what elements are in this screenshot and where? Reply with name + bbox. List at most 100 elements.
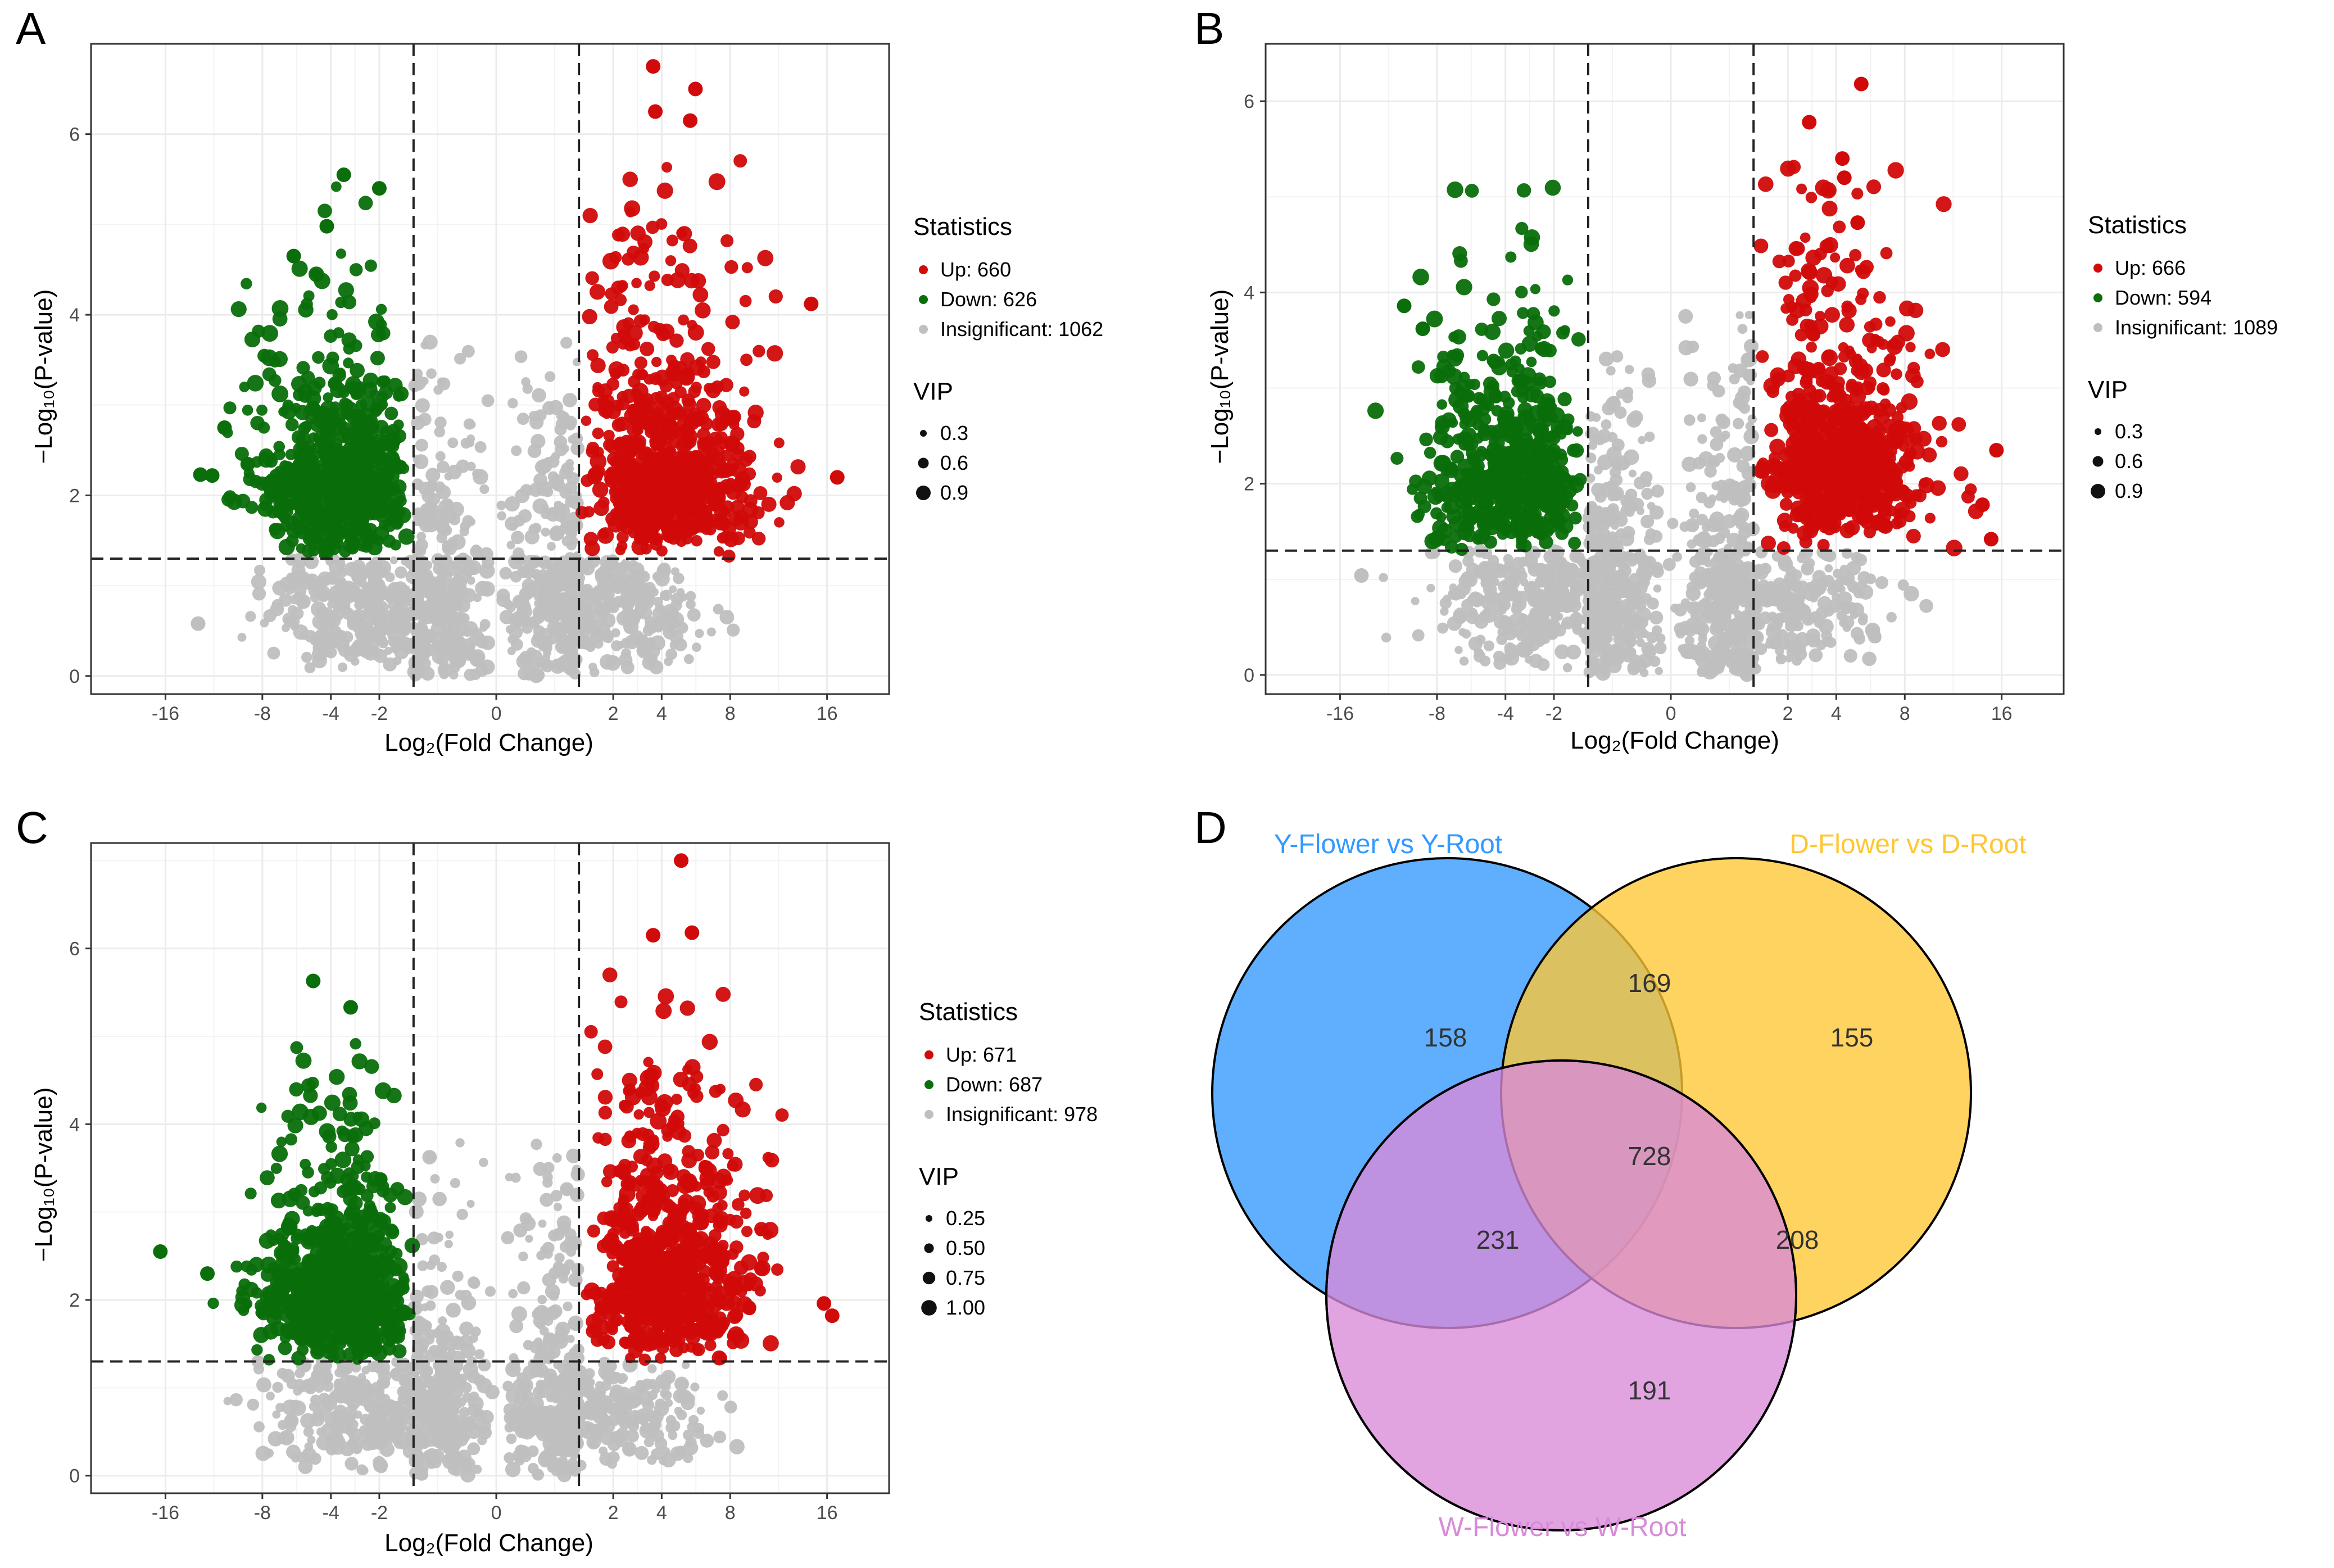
point-up [1776,513,1793,529]
point-down [240,456,255,472]
point-insignificant [1506,590,1515,600]
point-down [1465,184,1479,198]
point-insignificant [479,623,488,632]
legend-vip-label: 0.3 [2115,420,2143,443]
point-down [1502,397,1515,409]
point-up [730,427,745,441]
point-down [300,484,317,501]
point-insignificant [1480,655,1491,667]
point-up [1905,434,1918,447]
point-insignificant [282,613,296,626]
x-tick-label: -4 [323,703,339,724]
point-insignificant [461,345,475,358]
point-insignificant [511,531,524,545]
legend-vip-title: VIP [913,378,953,405]
point-insignificant [1621,525,1635,540]
point-up [1788,523,1799,534]
point-down [1530,284,1540,294]
point-insignificant [1593,560,1608,575]
point-insignificant [1475,635,1486,645]
point-insignificant [586,642,596,652]
point-insignificant [371,578,386,592]
point-up [695,454,708,468]
point-insignificant [252,587,266,601]
point-up [1871,514,1886,528]
point-insignificant [329,586,341,597]
point-down [1441,502,1452,513]
point-insignificant [1710,646,1725,661]
point-up [1787,160,1801,174]
point-up [656,182,673,199]
point-up [726,409,741,425]
point-up [1789,269,1802,282]
point-insignificant [438,499,453,514]
point-down [338,422,352,436]
point-insignificant [507,398,518,409]
y-axis-title-a: −Log₁₀(P-value) [30,289,57,464]
point-up [1802,523,1819,539]
point-insignificant [592,585,607,600]
point-down [314,504,325,515]
point-insignificant [532,388,546,403]
point-up [1836,457,1849,471]
point-up [695,356,706,368]
point-down [296,543,307,554]
point-insignificant [420,667,435,681]
point-up [1887,338,1899,350]
point-down [1483,400,1495,411]
point-insignificant [1641,487,1653,500]
point-up [695,302,711,319]
point-down [393,419,404,430]
point-up [725,314,740,329]
point-insignificant [443,647,457,660]
point-up [649,270,660,282]
point-insignificant [561,583,571,592]
point-insignificant [373,631,386,644]
point-insignificant [1678,620,1693,636]
point-insignificant [570,441,585,456]
point-insignificant [1543,573,1556,587]
point-insignificant [1697,434,1707,444]
point-insignificant [1785,623,1794,632]
point-insignificant [1710,426,1722,438]
point-up [687,320,697,330]
point-insignificant [1712,662,1725,674]
point-up [1836,389,1847,401]
point-down [368,506,382,520]
point-down [261,349,278,366]
point-insignificant [1643,479,1652,487]
point-insignificant [511,445,522,456]
point-insignificant [1554,583,1568,597]
point-up [1873,291,1886,304]
point-up [1761,536,1776,551]
point-up [1924,513,1936,524]
point-insignificant [1743,339,1759,354]
point-insignificant [541,574,554,588]
point-insignificant [439,662,448,672]
point-insignificant [1548,599,1562,614]
legend-vip-title: VIP [2088,376,2128,404]
point-insignificant [1594,491,1607,503]
point-insignificant [1554,624,1566,637]
point-insignificant [1690,608,1705,622]
point-insignificant [454,352,466,365]
point-up [680,352,695,367]
point-down [1472,504,1484,516]
point-insignificant [1655,667,1663,676]
legend-insignificant-key [2093,323,2102,332]
point-insignificant [1469,592,1483,606]
point-insignificant [659,590,669,600]
point-insignificant [1630,614,1641,624]
point-up [586,349,599,361]
point-insignificant [570,432,583,445]
point-insignificant [279,577,294,591]
point-up [1833,220,1846,234]
point-down [357,474,374,492]
point-down [1427,488,1444,505]
point-insignificant [1448,588,1459,600]
point-down [277,509,289,522]
point-insignificant [358,579,368,588]
point-insignificant [1708,494,1717,504]
point-up [606,341,619,354]
point-down [1556,429,1567,440]
